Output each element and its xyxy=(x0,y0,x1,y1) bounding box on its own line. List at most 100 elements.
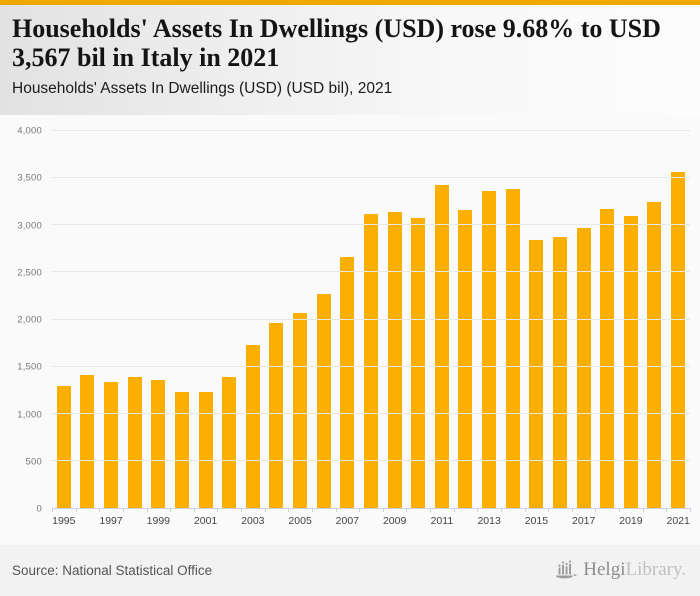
x-axis-label-1999: 1999 xyxy=(146,515,171,527)
page-subtitle: Households' Assets In Dwellings (USD) (U… xyxy=(12,79,393,97)
bar-2007 xyxy=(340,257,355,508)
bar-2017 xyxy=(576,228,591,508)
bar-2000 xyxy=(174,392,189,508)
bar-slot xyxy=(454,131,478,508)
x-axis-tick xyxy=(642,508,644,512)
page-title: Households' Assets In Dwellings (USD) ro… xyxy=(12,14,661,73)
bar-slot xyxy=(76,131,100,508)
x-axis-tick xyxy=(193,508,195,512)
x-axis-tick xyxy=(453,508,455,512)
x-axis-tick xyxy=(241,508,243,512)
x-axis-tick xyxy=(170,508,172,512)
bar-slot xyxy=(666,131,690,508)
x-axis-label-2001: 2001 xyxy=(193,515,218,527)
x-axis-labels: 1995 1997 1999 2001 2003 2005 2007 2009 2011 2013… xyxy=(52,515,690,528)
gridline-3500 xyxy=(52,177,690,179)
brand-text: HelgiLibrary. xyxy=(583,560,686,579)
x-axis-tick xyxy=(430,508,432,512)
x-axis-tick xyxy=(75,508,77,512)
bar-2013 xyxy=(482,190,497,508)
x-axis-label-2011: 2011 xyxy=(430,515,454,527)
x-axis-tick xyxy=(666,508,668,512)
x-axis-tick xyxy=(359,508,361,512)
bar-slot xyxy=(501,131,525,508)
bar-2019 xyxy=(623,216,638,508)
bar-slot xyxy=(643,131,667,508)
bar-2015 xyxy=(529,239,544,508)
footer: Source: National Statistical Office xyxy=(0,545,700,596)
gridline-2000 xyxy=(52,318,690,320)
chart-card: 0 500 1,000 1,500 2,000 2,500 3,000 3,500 4,000 … xyxy=(0,115,700,545)
y-axis-tick-label: 0 xyxy=(36,503,42,515)
x-axis-tick xyxy=(311,508,313,512)
y-axis-tick-label: 1,000 xyxy=(17,409,42,420)
bar-1997 xyxy=(104,381,119,508)
top-accent-bar xyxy=(0,0,700,5)
y-axis-tick-label: 3,000 xyxy=(17,220,42,231)
x-axis-label-1995: 1995 xyxy=(52,515,76,527)
y-axis-tick-label: 3,500 xyxy=(17,172,42,184)
bar-slot xyxy=(241,131,265,508)
x-axis-tick xyxy=(500,508,502,512)
x-axis-label-2003: 2003 xyxy=(241,515,265,527)
bar-slot xyxy=(430,131,454,508)
x-axis-tick xyxy=(335,508,337,512)
bar-slot xyxy=(548,131,572,508)
x-axis-tick xyxy=(406,508,408,512)
bar-slot xyxy=(619,131,643,508)
gridline-1000 xyxy=(52,412,690,414)
bar-2005 xyxy=(293,313,308,508)
x-axis-label-2021: 2021 xyxy=(666,515,690,527)
x-axis-label-2013: 2013 xyxy=(477,515,501,527)
brand-name-secondary: Library. xyxy=(625,559,687,580)
bar-2018 xyxy=(600,208,615,508)
bar-1996 xyxy=(80,375,95,508)
x-axis-tick xyxy=(595,508,597,512)
x-axis-label-2009: 2009 xyxy=(382,515,407,527)
bar-2006 xyxy=(316,294,331,508)
bar-2004 xyxy=(269,322,284,508)
bar-2016 xyxy=(552,237,567,508)
y-axis-tick-label: 1,500 xyxy=(17,361,42,373)
gridline-500 xyxy=(52,459,690,461)
bar-2010 xyxy=(411,218,426,508)
bar-1998 xyxy=(127,376,142,508)
bar-1995 xyxy=(56,386,71,508)
bar-slot xyxy=(265,131,289,508)
bar-slot xyxy=(525,131,549,508)
bar-2009 xyxy=(387,212,402,508)
bar-2020 xyxy=(647,201,662,508)
x-axis-tick xyxy=(122,508,124,512)
bar-slot xyxy=(99,131,123,508)
helgi-library-logo[interactable]: HelgiLibrary. xyxy=(555,559,686,580)
x-axis-tick xyxy=(52,508,53,512)
x-axis-tick xyxy=(619,508,621,512)
bars-container xyxy=(52,131,690,508)
chart-bars-icon xyxy=(555,559,578,580)
x-axis-tick xyxy=(382,508,384,512)
x-axis-label-1997: 1997 xyxy=(99,515,123,527)
y-axis-tick-label: 4,000 xyxy=(17,125,42,137)
x-axis-label-2017: 2017 xyxy=(571,515,596,527)
y-axis-tick-label: 500 xyxy=(25,456,42,468)
bar-slot xyxy=(194,131,218,508)
x-axis-label-2005: 2005 xyxy=(288,515,312,527)
header: Households' Assets In Dwellings (USD) ro… xyxy=(0,5,700,115)
x-axis-tick xyxy=(548,508,550,512)
bar-slot xyxy=(359,131,383,508)
x-axis-label-2007: 2007 xyxy=(335,515,360,527)
bar-slot xyxy=(595,131,619,508)
bar-2003 xyxy=(245,345,260,508)
x-axis-tick xyxy=(477,508,479,512)
bar-1999 xyxy=(151,379,166,508)
bar-slot xyxy=(170,131,194,508)
bar-2012 xyxy=(458,210,473,508)
bar-2011 xyxy=(434,184,449,508)
bar-slot xyxy=(312,131,336,508)
bar-slot xyxy=(477,131,501,508)
x-axis-tick xyxy=(690,508,691,512)
gridline-1500 xyxy=(52,365,690,367)
bar-2002 xyxy=(222,377,237,508)
gridline-2500 xyxy=(52,271,690,273)
